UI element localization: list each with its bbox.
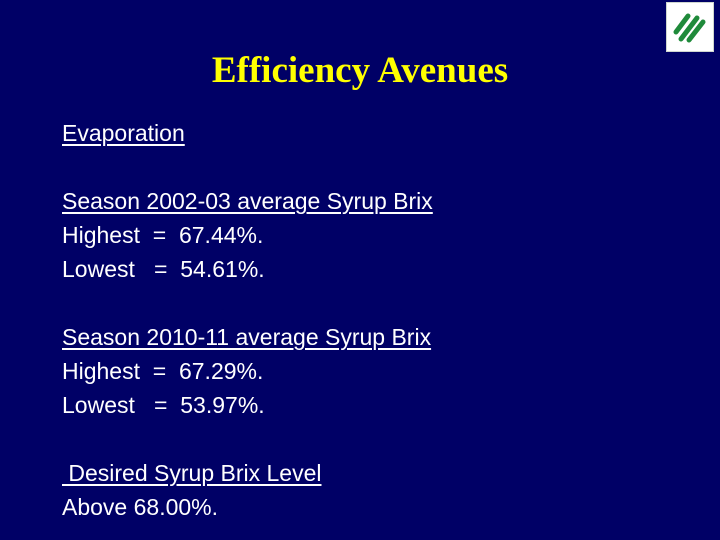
season-2002-lowest: Lowest = 54.61%. xyxy=(62,256,265,282)
season-2010-highest: Highest = 67.29%. xyxy=(62,358,264,384)
desired-brix-heading: Desired Syrup Brix Level xyxy=(62,460,322,486)
season-2010-heading: Season 2010-11 average Syrup Brix xyxy=(62,324,432,350)
logo-stripe-1 xyxy=(673,13,691,35)
logo-stripe-3 xyxy=(686,19,706,43)
slide-title: Efficiency Avenues xyxy=(211,50,509,91)
season-2010-lowest: Lowest = 53.97%. xyxy=(62,392,265,418)
desired-brix-value: Above 68.00%. xyxy=(62,494,219,520)
company-logo-icon xyxy=(666,2,714,52)
logo-graphic xyxy=(670,7,710,47)
season-2002-highest: Highest = 67.44%. xyxy=(62,222,264,248)
season-2002-heading: Season 2002-03 average Syrup Brix xyxy=(62,188,433,214)
spacer xyxy=(62,422,662,456)
spacer xyxy=(62,286,662,320)
spacer xyxy=(62,150,662,184)
logo-stripes xyxy=(673,13,706,43)
slide-body: Evaporation Season 2002-03 average Syrup… xyxy=(62,116,662,524)
evaporation-heading: Evaporation xyxy=(62,120,185,146)
logo-stripe-2 xyxy=(678,15,700,42)
